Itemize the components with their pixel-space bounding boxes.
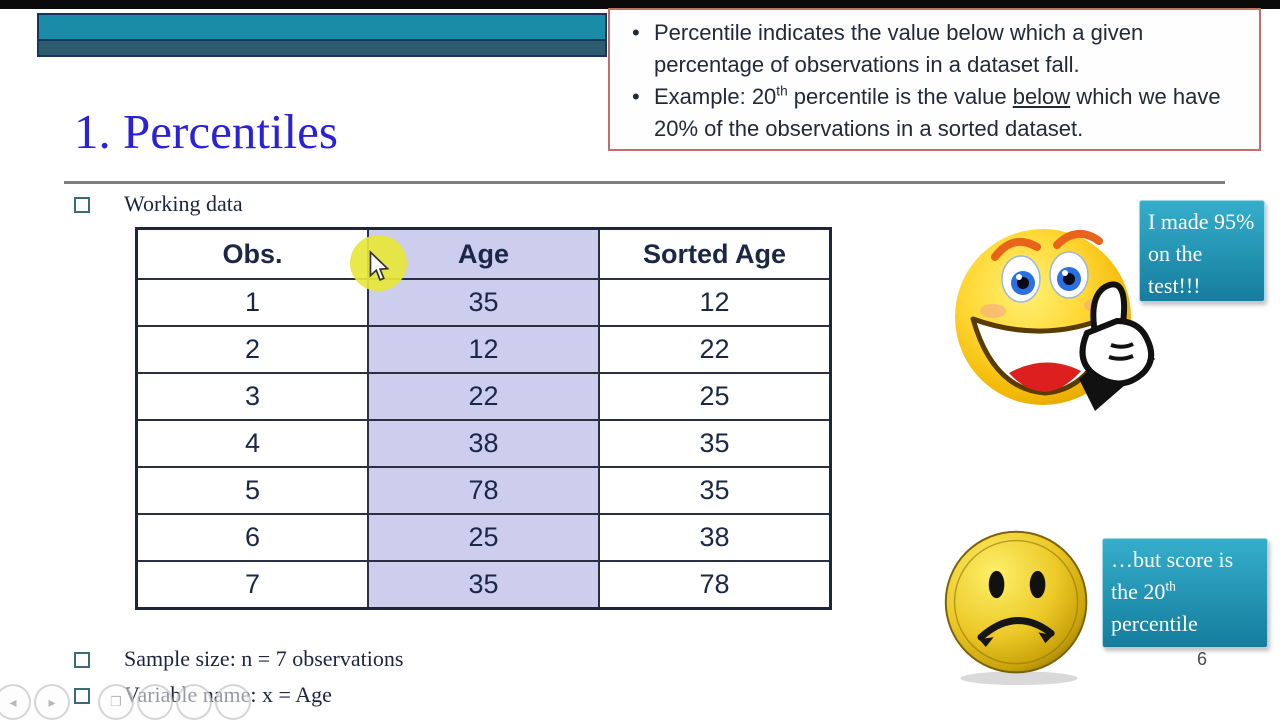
player-control-button[interactable] xyxy=(176,684,212,720)
table-cell: 35 xyxy=(598,419,832,468)
table-cell: 25 xyxy=(367,513,600,562)
table-row: 2 12 22 xyxy=(135,325,832,374)
definition-bullet-2: Example: 20th percentile is the value be… xyxy=(624,81,1241,145)
table-cell: 6 xyxy=(135,513,369,562)
col-header-sorted-age: Sorted Age xyxy=(598,227,832,280)
col-header-age: Age xyxy=(367,227,600,280)
sad-callout: …but score is the 20th percentile xyxy=(1102,538,1268,648)
player-controls-gap xyxy=(73,684,95,724)
table-row: 1 35 12 xyxy=(135,278,832,327)
table-cell: 12 xyxy=(367,325,600,374)
table-cell: 22 xyxy=(598,325,832,374)
working-data-label: Working data xyxy=(124,191,243,216)
happy-callout: I made 95% on the test!!! xyxy=(1139,200,1265,302)
table-cell: 4 xyxy=(135,419,369,468)
table-cell: 25 xyxy=(598,372,832,421)
sad-face-button-icon xyxy=(944,530,1088,686)
square-bullet-icon xyxy=(74,688,90,704)
table-cell: 38 xyxy=(598,513,832,562)
player-control-button[interactable] xyxy=(137,684,173,720)
table-row: 4 38 35 xyxy=(135,419,832,468)
col-header-obs: Obs. xyxy=(135,227,369,280)
table-cell: 78 xyxy=(367,466,600,515)
table-header-row: Obs. Age Sorted Age xyxy=(135,227,832,280)
title-divider-line xyxy=(64,181,1225,184)
percentile-definition-box: Percentile indicates the value below whi… xyxy=(608,8,1261,151)
table-cell: 3 xyxy=(135,372,369,421)
player-slides-button[interactable] xyxy=(98,684,134,720)
table-row: 3 22 25 xyxy=(135,372,832,421)
table-cell: 35 xyxy=(598,466,832,515)
square-bullet-icon xyxy=(74,197,90,213)
video-player-controls xyxy=(0,684,255,724)
table-cell: 7 xyxy=(135,560,369,610)
table-row: 7 35 78 xyxy=(135,560,832,610)
definition-bullet-1: Percentile indicates the value below whi… xyxy=(624,17,1241,81)
working-data-table: Obs. Age Sorted Age 1 35 12 2 12 22 3 22 25 4 38 35… xyxy=(135,227,832,610)
player-previous-button[interactable] xyxy=(0,684,31,720)
table-cell: 1 xyxy=(135,278,369,327)
table-cell: 5 xyxy=(135,466,369,515)
slide-title-banner-top-band xyxy=(39,15,605,41)
player-control-button[interactable] xyxy=(215,684,251,720)
working-data-bullet: Working data xyxy=(74,191,694,217)
table-cell: 12 xyxy=(598,278,832,327)
slide-page-number: 6 xyxy=(1197,649,1208,669)
table-cell: 38 xyxy=(367,419,600,468)
mouse-pointer-icon xyxy=(369,250,390,281)
page-title: 1. Percentiles xyxy=(74,104,338,159)
table-cell: 78 xyxy=(598,560,832,610)
sample-size-label: Sample size: n = 7 observations xyxy=(124,646,404,671)
table-cell: 35 xyxy=(367,278,600,327)
table-cell: 35 xyxy=(367,560,600,610)
letterbox-top-bar xyxy=(0,0,1280,9)
table-cell: 22 xyxy=(367,372,600,421)
player-next-button[interactable] xyxy=(34,684,70,720)
square-bullet-icon xyxy=(74,652,90,668)
table-cell: 2 xyxy=(135,325,369,374)
sample-size-bullet: Sample size: n = 7 observations xyxy=(74,646,694,672)
table-row: 6 25 38 xyxy=(135,513,832,562)
slide-title-banner xyxy=(37,13,607,57)
table-row: 5 78 35 xyxy=(135,466,832,515)
happy-smiley-thumbs-up-icon xyxy=(955,229,1155,411)
